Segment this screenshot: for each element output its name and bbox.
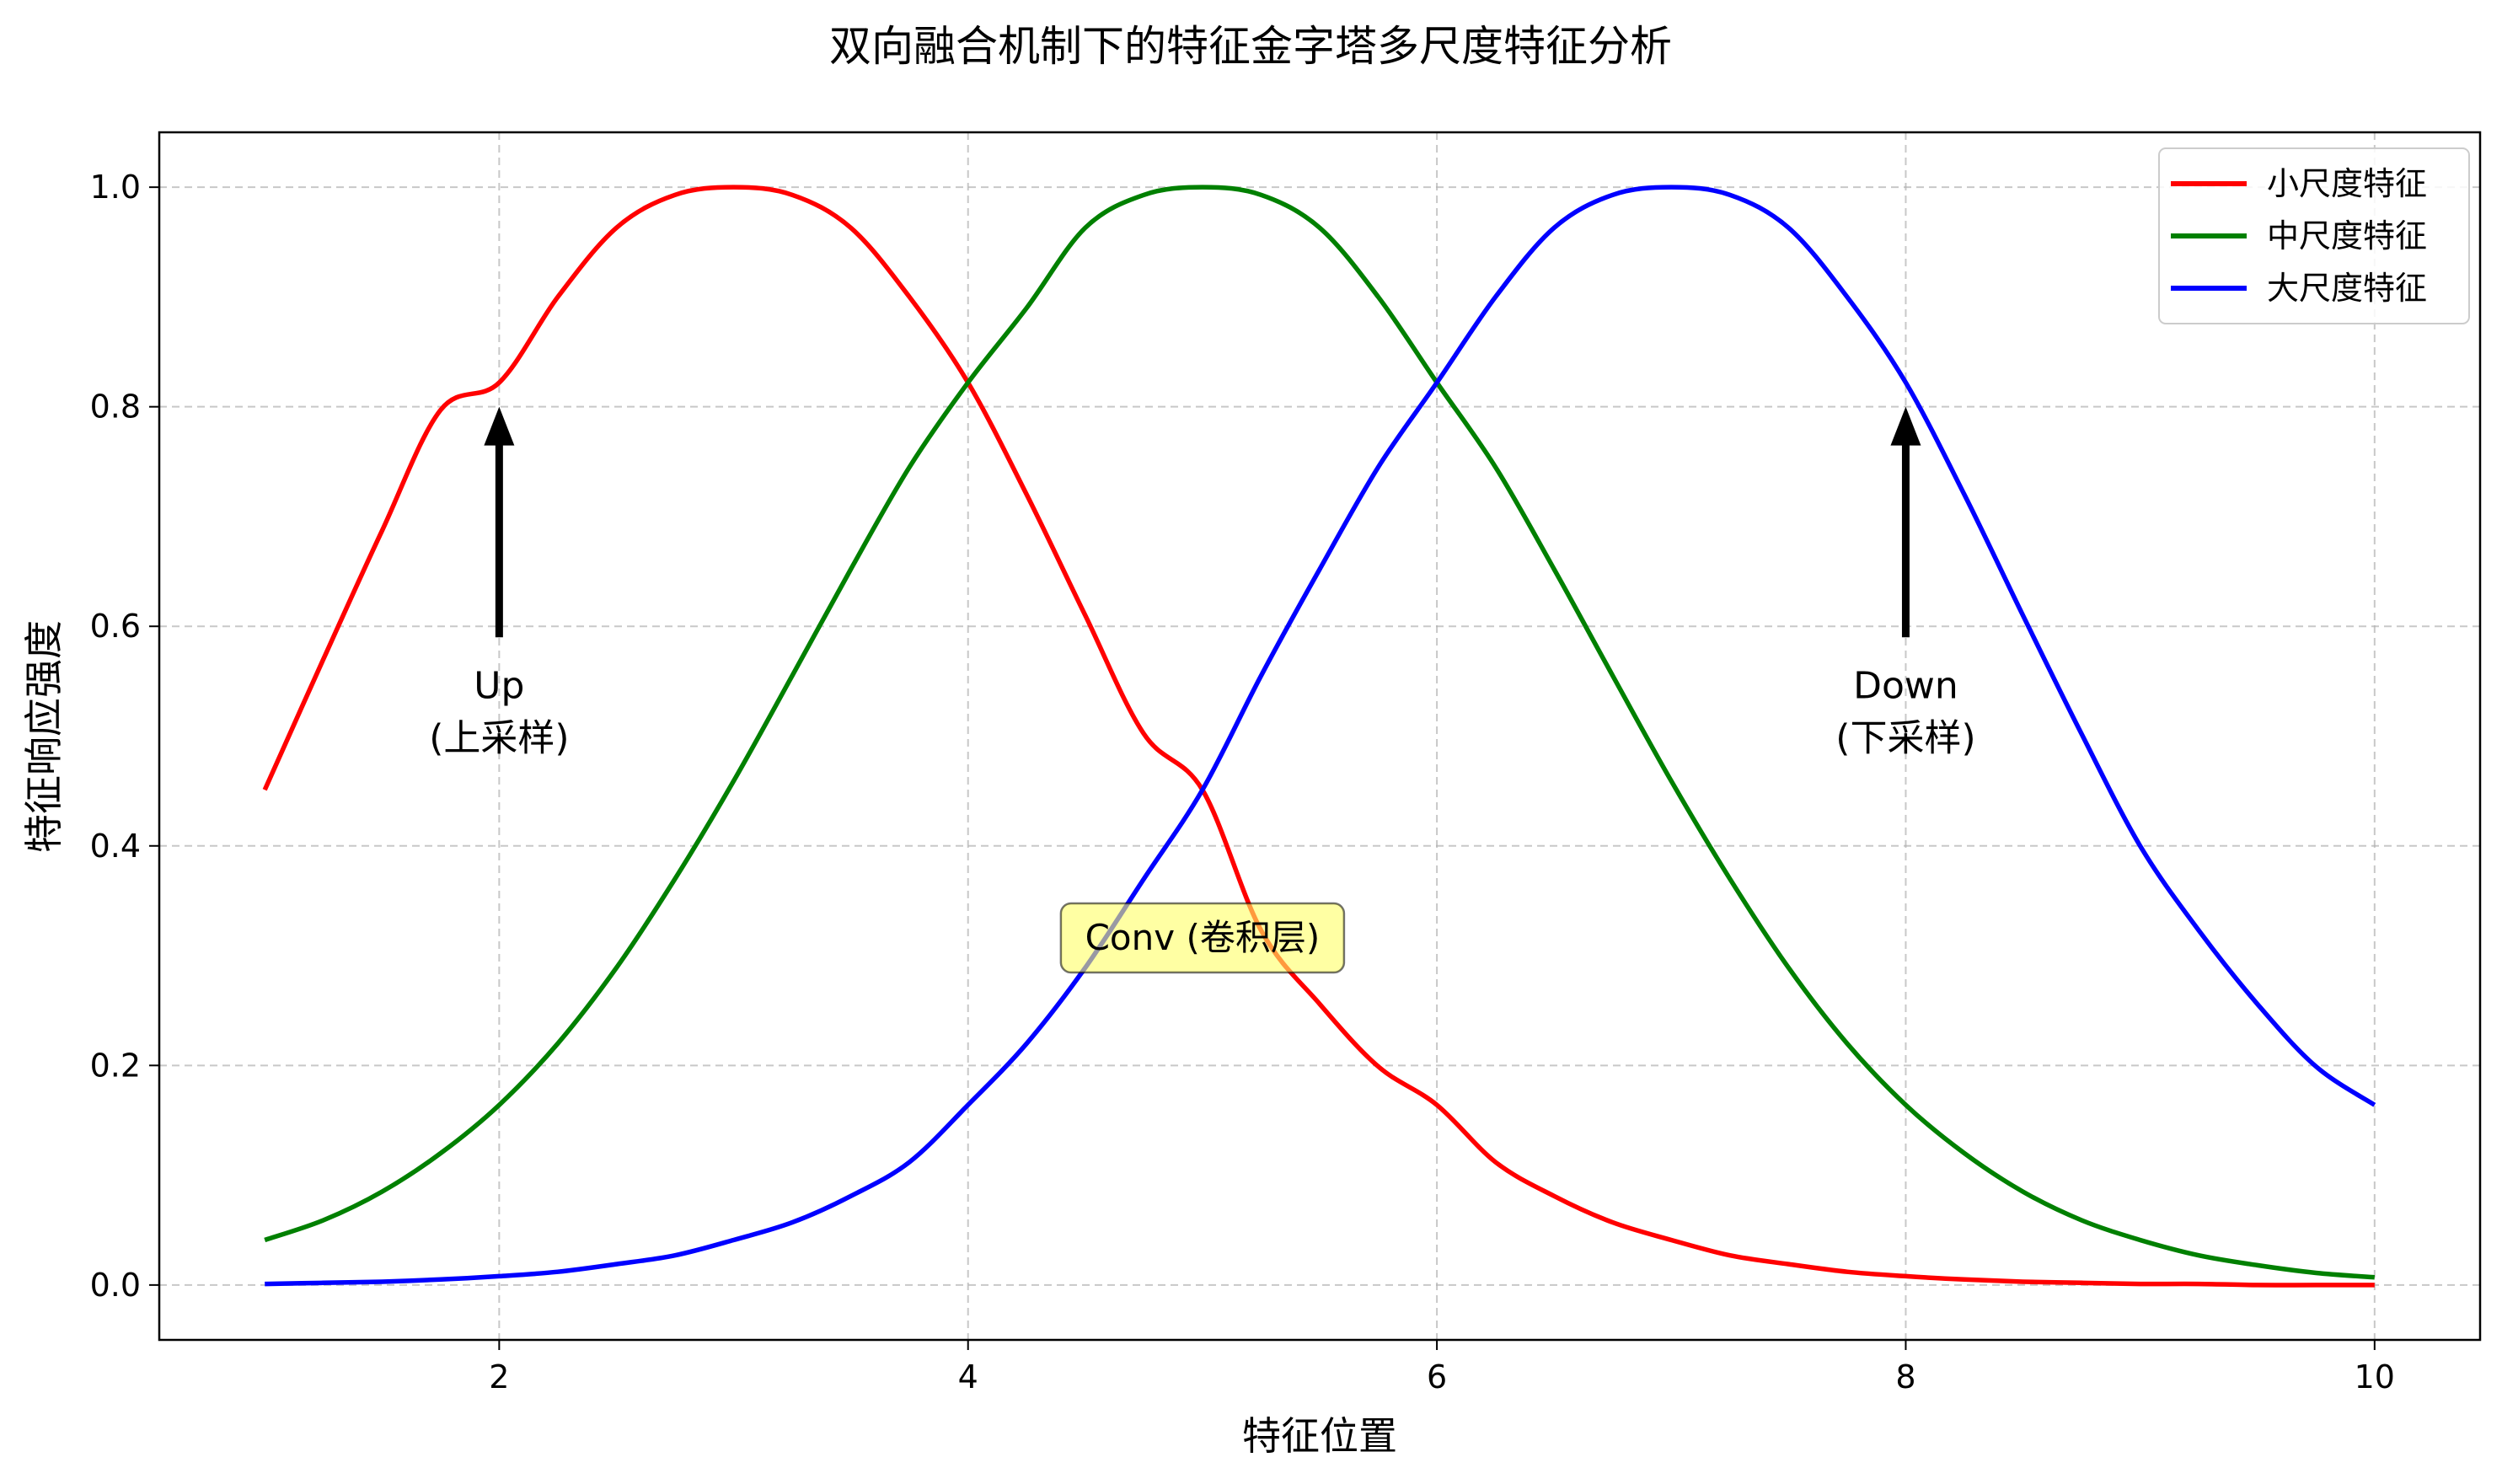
y-axis-label: 特征响应强度	[21, 620, 67, 853]
down-label-line-1: Down	[1853, 664, 1958, 707]
legend-box	[2158, 147, 2470, 324]
axis-ticks: 2 4 6 8 10 0.0 0.2 0.4 0.6 0.8 1.0	[90, 169, 2395, 1396]
y-tick-label: 1.0	[90, 169, 141, 206]
y-tick-label: 0.0	[90, 1267, 141, 1304]
x-tick-label: 10	[2355, 1358, 2395, 1396]
down-arrow-head	[1890, 406, 1921, 446]
up-label-line-1: Up	[474, 664, 524, 707]
x-tick-label: 6	[1427, 1358, 1447, 1396]
down-label-line-2: (下采样)	[1835, 716, 1975, 759]
y-tick-label: 0.4	[90, 828, 141, 865]
series-lines	[262, 185, 2376, 1288]
legend-label-3: 大尺度特征	[2267, 270, 2427, 307]
series-line-3	[265, 185, 2376, 1287]
x-tick-label: 8	[1895, 1358, 1915, 1396]
legend-label-1: 小尺度特征	[2267, 165, 2427, 202]
x-tick-label: 2	[489, 1358, 509, 1396]
annotations: Up (上采样) Down (下采样) Conv (卷积层)	[429, 406, 1976, 974]
series-line-2	[264, 185, 2375, 1280]
x-tick-label: 4	[958, 1358, 978, 1396]
x-axis-label: 特征位置	[1242, 1413, 1397, 1459]
y-tick-label: 0.6	[90, 608, 141, 645]
conv-label-box	[1059, 902, 1346, 974]
chart-title: 双向融合机制下的特征金字塔多尺度特征分析	[829, 22, 1672, 71]
legend-label-2: 中尺度特征	[2267, 217, 2427, 254]
y-tick-label: 0.2	[90, 1047, 141, 1084]
plot-area	[159, 132, 2480, 1340]
up-label-line-2: (上采样)	[429, 716, 569, 759]
plot-frame	[158, 131, 2482, 1342]
y-tick-label: 0.8	[90, 388, 141, 426]
series-line-1	[262, 185, 2375, 1288]
conv-label: Conv (卷积层)	[1085, 917, 1321, 958]
up-arrow-head	[484, 406, 515, 446]
